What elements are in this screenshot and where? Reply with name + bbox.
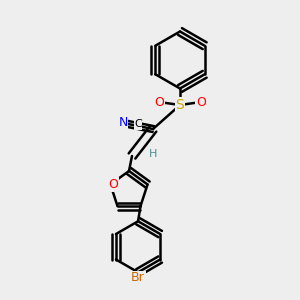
Text: N: N (118, 116, 128, 130)
Text: O: O (196, 95, 206, 109)
Text: C: C (134, 119, 142, 130)
Text: S: S (176, 98, 184, 112)
Text: Br: Br (131, 271, 145, 284)
Text: O: O (154, 95, 164, 109)
Text: O: O (109, 178, 118, 191)
Text: H: H (149, 149, 157, 160)
